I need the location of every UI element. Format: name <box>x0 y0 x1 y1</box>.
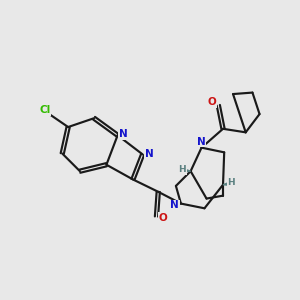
Text: H: H <box>178 165 186 174</box>
Polygon shape <box>223 181 234 186</box>
Text: O: O <box>159 213 167 223</box>
Text: N: N <box>170 200 179 210</box>
Text: O: O <box>208 97 216 107</box>
Text: H: H <box>227 178 235 188</box>
Text: Cl: Cl <box>39 105 50 115</box>
Text: N: N <box>145 149 154 159</box>
Text: N: N <box>119 129 128 139</box>
Text: N: N <box>196 137 205 147</box>
Polygon shape <box>180 168 190 172</box>
